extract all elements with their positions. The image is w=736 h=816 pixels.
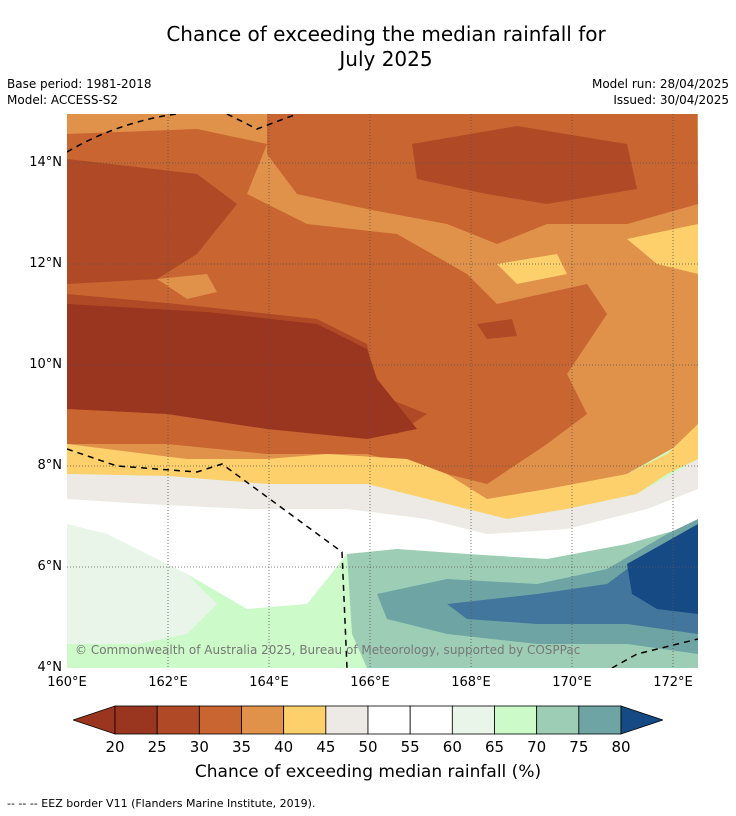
colorbar-cell — [198, 705, 242, 735]
map-title-line1: Chance of exceeding the median rainfall … — [166, 22, 606, 46]
band-40-45-east — [627, 224, 698, 274]
band-55-60 — [67, 524, 217, 644]
band-35-40-patch — [157, 274, 217, 299]
map-title-line2: July 2025 — [339, 47, 433, 71]
band-above-80 — [627, 524, 698, 614]
colorbar-cells — [114, 705, 622, 735]
band-25-30-patch — [477, 319, 517, 339]
colorbar-label: 30 — [189, 738, 209, 756]
x-tick-0: 160°E — [47, 675, 87, 690]
colorbar-label: 45 — [316, 738, 336, 756]
x-tick-6: 172°E — [653, 675, 693, 690]
colorbar-cell — [536, 705, 580, 735]
eez-legend-note: -- -- -- EEZ border V11 (Flanders Marine… — [7, 797, 316, 810]
x-tick-2: 164°E — [249, 675, 289, 690]
graticule — [67, 114, 698, 668]
colorbar-label: 55 — [400, 738, 420, 756]
colorbar-label: 80 — [611, 738, 631, 756]
colorbar-label: 35 — [231, 738, 252, 756]
x-tick-4: 168°E — [451, 675, 491, 690]
colorbar-label: 20 — [105, 738, 125, 756]
colorbar-cell — [494, 705, 538, 735]
model-run: Model run: 28/04/2025 — [591, 77, 729, 91]
colorbar-label: 50 — [358, 738, 378, 756]
colorbar-label: 75 — [569, 738, 589, 756]
colorbar-cell — [156, 705, 200, 735]
map-title: Chance of exceeding the median rainfall … — [0, 22, 736, 72]
colorbar-cell — [578, 705, 622, 735]
band-40-45-center — [497, 254, 567, 284]
colorbar-cell — [241, 705, 285, 735]
colorbar-cell — [114, 705, 158, 735]
colorbar-under-arrow — [73, 705, 116, 735]
colorbar-label: 65 — [484, 738, 505, 756]
y-tick-3: 8°N — [37, 458, 63, 473]
band-20-25 — [67, 304, 417, 439]
meta-right: Model run: 28/04/2025 Issued: 30/04/2025 — [592, 76, 729, 108]
y-tick-0: 14°N — [29, 155, 62, 170]
meta-left: Base period: 1981-2018 Model: ACCESS-S2 — [7, 76, 152, 108]
band-50-55 — [67, 489, 698, 609]
y-tick-1: 12°N — [29, 256, 62, 271]
rainfall-map: © Commonwealth of Australia 2025, Bureau… — [67, 114, 698, 668]
map-svg — [67, 114, 698, 668]
band-25-30-northeast — [412, 126, 637, 204]
x-tick-3: 166°E — [350, 675, 390, 690]
colorbar-cell — [409, 705, 453, 735]
eez-border — [67, 114, 698, 668]
x-tick-5: 170°E — [552, 675, 592, 690]
y-tick-5: 4°N — [37, 660, 63, 675]
colorbar-title: Chance of exceeding median rainfall (%) — [194, 762, 542, 782]
band-45-50 — [67, 459, 698, 534]
colorbar-over-arrow — [620, 705, 663, 735]
colorbar-cell — [451, 705, 495, 735]
band-40-45-belt — [67, 424, 698, 519]
model-name: Model: ACCESS-S2 — [7, 93, 119, 107]
copyright-notice: © Commonwealth of Australia 2025, Bureau… — [75, 643, 581, 657]
colorbar-cell — [367, 705, 411, 735]
colorbar-label: 70 — [527, 738, 547, 756]
issued-date: Issued: 30/04/2025 — [613, 93, 729, 107]
x-tick-1: 162°E — [148, 675, 188, 690]
colorbar-cell — [325, 705, 369, 735]
band-75-80 — [447, 534, 698, 634]
colorbar — [73, 705, 663, 735]
colorbar-label: 25 — [147, 738, 167, 756]
base-period: Base period: 1981-2018 — [7, 77, 152, 91]
band-25-30-west — [67, 159, 237, 284]
y-tick-4: 6°N — [37, 559, 63, 574]
y-tick-2: 10°N — [29, 357, 62, 372]
colorbar-cell — [283, 705, 327, 735]
colorbar-label: 60 — [442, 738, 462, 756]
colorbar-label: 40 — [274, 738, 294, 756]
